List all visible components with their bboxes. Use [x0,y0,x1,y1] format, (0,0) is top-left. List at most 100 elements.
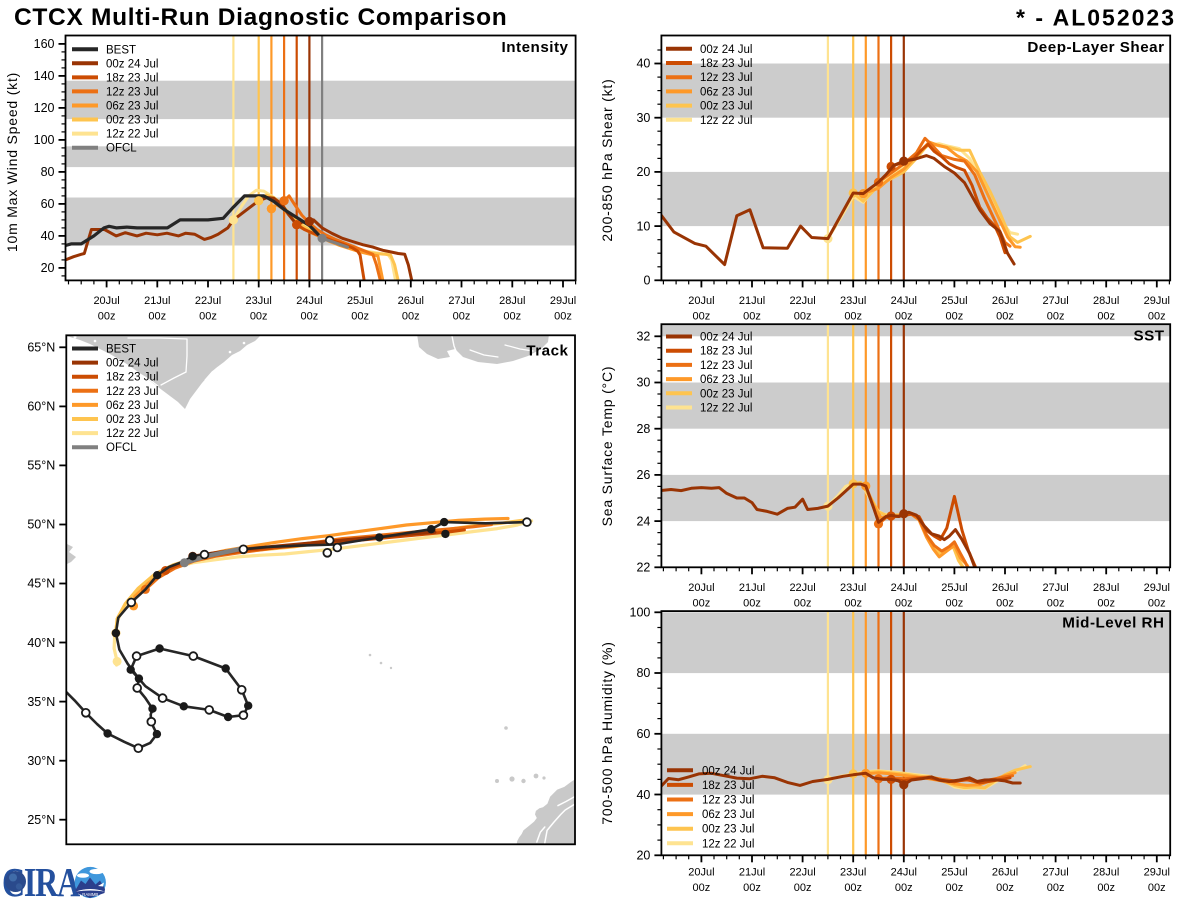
svg-text:120: 120 [34,101,55,115]
svg-text:00z: 00z [1148,882,1166,894]
svg-text:00z: 00z [794,598,812,610]
svg-text:00z: 00z [453,311,471,323]
svg-text:00z: 00z [946,882,964,894]
svg-text:21Jul: 21Jul [739,867,765,879]
svg-text:28Jul: 28Jul [1093,582,1119,594]
svg-text:00z: 00z [693,882,711,894]
svg-text:00z 23 Jul: 00z 23 Jul [700,101,752,113]
svg-text:* - AL052023: * - AL052023 [1016,5,1176,31]
svg-text:00z: 00z [98,311,116,323]
svg-text:20: 20 [636,849,650,863]
svg-text:00z: 00z [946,598,964,610]
svg-text:00z: 00z [402,311,420,323]
svg-text:00z: 00z [743,598,761,610]
svg-text:22: 22 [636,561,650,575]
svg-text:00z: 00z [148,311,166,323]
svg-text:50°N: 50°N [27,518,55,532]
svg-text:23Jul: 23Jul [840,295,866,307]
svg-text:60: 60 [41,197,55,211]
svg-text:BEST: BEST [106,44,136,56]
svg-text:26Jul: 26Jul [992,582,1018,594]
svg-text:00z: 00z [554,311,572,323]
svg-text:00z 24 Jul: 00z 24 Jul [106,358,158,370]
svg-text:00z 24 Jul: 00z 24 Jul [700,332,752,344]
svg-text:22Jul: 22Jul [789,582,815,594]
svg-text:06z 23 Jul: 06z 23 Jul [106,101,158,113]
svg-text:18z 23 Jul: 18z 23 Jul [700,58,752,70]
svg-text:00z: 00z [1047,311,1065,323]
svg-text:12z 22 Jul: 12z 22 Jul [700,115,752,127]
svg-text:23Jul: 23Jul [246,295,272,307]
svg-text:24Jul: 24Jul [891,295,917,307]
svg-text:28Jul: 28Jul [1093,867,1119,879]
svg-text:40°N: 40°N [27,636,55,650]
svg-text:12z 23 Jul: 12z 23 Jul [106,386,158,398]
svg-text:40: 40 [636,788,650,802]
svg-text:40: 40 [41,229,55,243]
svg-text:06z 23 Jul: 06z 23 Jul [106,400,158,412]
svg-text:Sea Surface Temp (°C): Sea Surface Temp (°C) [599,366,615,527]
svg-text:160: 160 [34,37,55,51]
svg-text:29Jul: 29Jul [550,295,576,307]
svg-text:06z 23 Jul: 06z 23 Jul [700,374,752,386]
svg-text:28Jul: 28Jul [499,295,525,307]
svg-text:60: 60 [636,727,650,741]
svg-text:00z: 00z [996,882,1014,894]
svg-text:24Jul: 24Jul [296,295,322,307]
svg-text:OFCL: OFCL [106,143,137,155]
svg-text:28: 28 [636,422,650,436]
svg-text:29Jul: 29Jul [1144,295,1170,307]
svg-text:00z: 00z [301,311,319,323]
svg-text:100: 100 [34,133,55,147]
svg-text:BEST: BEST [106,344,136,356]
svg-text:00z 24 Jul: 00z 24 Jul [702,765,754,777]
svg-text:21Jul: 21Jul [739,295,765,307]
svg-text:25Jul: 25Jul [941,867,967,879]
svg-text:12z 22 Jul: 12z 22 Jul [106,129,158,141]
svg-text:12z 23 Jul: 12z 23 Jul [702,795,754,807]
svg-text:OFCL: OFCL [106,442,137,454]
svg-text:SST: SST [1133,328,1164,345]
svg-text:100: 100 [630,606,651,620]
svg-text:Track: Track [526,343,568,360]
svg-text:00z: 00z [1097,598,1115,610]
svg-text:00z: 00z [503,311,521,323]
svg-text:Deep-Layer Shear: Deep-Layer Shear [1027,39,1164,56]
svg-text:26Jul: 26Jul [992,867,1018,879]
svg-text:24Jul: 24Jul [891,867,917,879]
svg-text:06z 23 Jul: 06z 23 Jul [702,809,754,821]
svg-text:00z 23 Jul: 00z 23 Jul [106,115,158,127]
svg-text:06z 23 Jul: 06z 23 Jul [700,86,752,98]
svg-text:30°N: 30°N [27,754,55,768]
svg-text:Intensity: Intensity [502,39,569,56]
svg-text:12z 23 Jul: 12z 23 Jul [700,360,752,372]
svg-text:21Jul: 21Jul [144,295,170,307]
svg-text:55°N: 55°N [27,459,55,473]
svg-text:12z 22 Jul: 12z 22 Jul [700,403,752,415]
svg-text:0: 0 [643,274,650,288]
svg-text:25Jul: 25Jul [347,295,373,307]
svg-text:00z: 00z [693,598,711,610]
svg-text:00z 24 Jul: 00z 24 Jul [106,58,158,70]
svg-text:18z 23 Jul: 18z 23 Jul [700,346,752,358]
svg-text:00z: 00z [844,598,862,610]
svg-text:200-850 hPa Shear (kt): 200-850 hPa Shear (kt) [599,78,615,241]
svg-text:40: 40 [636,57,650,71]
svg-text:00z: 00z [1148,311,1166,323]
svg-text:25Jul: 25Jul [941,295,967,307]
svg-text:20Jul: 20Jul [688,582,714,594]
svg-text:00z: 00z [693,311,711,323]
svg-text:25Jul: 25Jul [941,582,967,594]
svg-text:00z: 00z [946,311,964,323]
svg-text:00z: 00z [743,311,761,323]
svg-text:26Jul: 26Jul [398,295,424,307]
svg-text:10m Max Wind Speed (kt): 10m Max Wind Speed (kt) [4,72,20,252]
svg-text:12z 23 Jul: 12z 23 Jul [700,72,752,84]
svg-text:27Jul: 27Jul [448,295,474,307]
svg-text:00z: 00z [844,311,862,323]
svg-text:20: 20 [636,165,650,179]
svg-text:20: 20 [41,261,55,275]
svg-text:10: 10 [636,219,650,233]
svg-text:700-500 hPa Humidity (%): 700-500 hPa Humidity (%) [599,641,615,824]
svg-text:80: 80 [636,666,650,680]
